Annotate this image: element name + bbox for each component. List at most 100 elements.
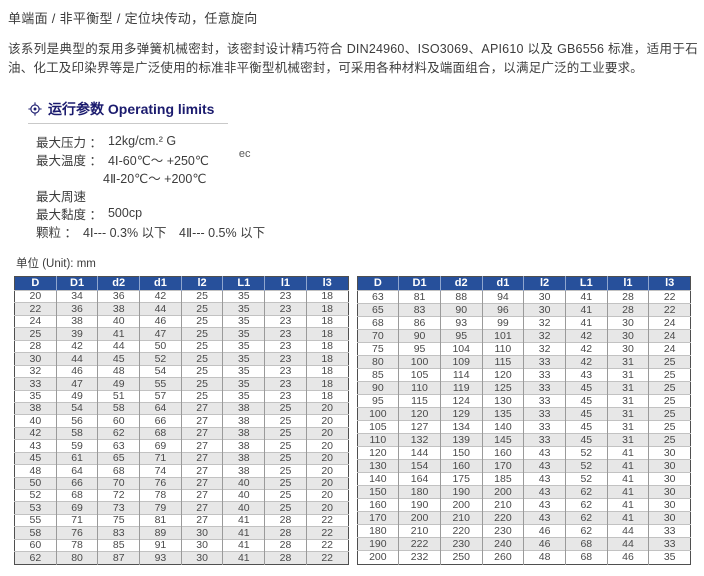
table-cell: 68	[357, 316, 399, 330]
table-cell: 31	[606, 407, 649, 421]
table-cell: 101	[481, 329, 524, 343]
table-cell: 41	[606, 459, 649, 473]
table-cell: 47	[55, 377, 98, 390]
table-cell: 25	[264, 451, 307, 465]
table-cell: 50	[139, 339, 182, 353]
table-row: 150 180 190 200 43 62 41 30	[357, 485, 691, 499]
table-cell: 230	[439, 537, 483, 551]
table-cell: 66	[139, 414, 182, 428]
table-cell: 33	[523, 355, 566, 369]
spec-max-pressure: 最大压力 ： 12kg/cm.² G	[36, 132, 697, 150]
table-cell: 41	[606, 472, 649, 486]
table-cell: 69	[139, 439, 182, 453]
table-cell: 230	[481, 524, 524, 538]
table-cell: 18	[305, 364, 348, 378]
table-cell: 44	[55, 352, 98, 366]
table-cell: 42	[14, 426, 57, 440]
table-cell: 145	[481, 433, 524, 447]
table-cell: 160	[357, 498, 399, 512]
table-cell: 38	[14, 401, 57, 415]
table-row: 25 39 41 47 25 35 23 18	[14, 327, 348, 341]
table-cell: 68	[139, 426, 182, 440]
table-cell: 25	[264, 488, 307, 502]
table-cell: 115	[481, 355, 524, 369]
table-cell: 43	[14, 439, 57, 453]
table-cell: 60	[97, 414, 140, 428]
table-cell: 28	[606, 289, 649, 304]
table-cell: 78	[139, 488, 182, 502]
table-cell: 48	[523, 550, 566, 565]
table-cell: 41	[564, 316, 608, 330]
table-cell: 18	[305, 314, 348, 328]
table-cell: 20	[305, 401, 348, 415]
table-cell: 33	[523, 407, 566, 421]
table-cell: 64	[55, 464, 98, 478]
column-header: l2	[180, 276, 223, 291]
table-cell: 62	[564, 485, 608, 499]
table-cell: 38	[55, 314, 98, 328]
table-cell: 25	[648, 368, 691, 382]
table-cell: 50	[14, 476, 57, 490]
table-cell: 95	[357, 394, 399, 408]
dimension-table-left: D D1 d2 d1 l2 L1 l1 l3 20 34 36 42 25 35 23 18 22 36 38 44 2…	[14, 276, 349, 565]
table-cell: 119	[439, 381, 483, 395]
table-cell: 104	[439, 342, 483, 356]
table-cell: 41	[606, 511, 649, 525]
table-cell: 86	[398, 316, 441, 330]
dimension-tables: D D1 d2 d1 l2 L1 l1 l3 20 34 36 42 25 35 23 18 22 36 38 44 2…	[8, 276, 697, 565]
table-cell: 62	[564, 498, 608, 512]
table-row: 40 56 60 66 27 38 25 20	[14, 414, 348, 428]
table-row: 70 90 95 101 32 42 30 24	[357, 329, 691, 343]
table-cell: 20	[305, 501, 348, 515]
table-cell: 27	[180, 513, 223, 527]
table-cell: 31	[606, 355, 649, 369]
table-cell: 18	[305, 302, 348, 316]
table-cell: 27	[180, 476, 223, 490]
scan-artifact-text: ec	[238, 148, 251, 160]
table-cell: 164	[398, 472, 441, 486]
table-cell: 90	[357, 381, 399, 395]
table-cell: 68	[564, 550, 608, 565]
table-cell: 28	[264, 526, 307, 540]
table-cell: 91	[139, 538, 182, 552]
table-cell: 41	[222, 513, 265, 527]
table-cell: 25	[180, 389, 223, 403]
table-cell: 43	[523, 485, 566, 499]
table-cell: 36	[55, 302, 98, 316]
table-cell: 115	[398, 394, 441, 408]
table-cell: 127	[398, 420, 441, 434]
spec-value: 4Ⅰ-60℃～ +250℃	[107, 153, 209, 168]
table-cell: 23	[264, 377, 307, 390]
table-cell: 40	[222, 488, 265, 502]
table-row: 43 59 63 69 27 38 25 20	[14, 439, 348, 453]
table-row: 32 46 48 54 25 35 23 18	[14, 364, 348, 378]
target-icon	[28, 102, 42, 116]
table-cell: 23	[264, 352, 307, 366]
table-cell: 54	[139, 364, 182, 378]
table-cell: 25	[648, 420, 691, 434]
table-cell: 45	[564, 407, 608, 421]
table-cell: 41	[606, 446, 649, 460]
spec-label: 颗粒 ：	[36, 225, 77, 240]
table-cell: 38	[222, 451, 265, 465]
table-row: 20 34 36 42 25 35 23 18	[14, 289, 348, 303]
table-cell: 35	[222, 377, 265, 390]
table-cell: 35	[222, 389, 265, 403]
table-cell: 22	[305, 526, 348, 540]
table-cell: 31	[606, 381, 649, 395]
table-cell: 25	[180, 289, 223, 303]
table-cell: 30	[648, 472, 691, 486]
table-cell: 49	[55, 389, 98, 403]
table-cell: 41	[606, 498, 649, 512]
table-cell: 222	[398, 537, 441, 551]
table-cell: 58	[14, 526, 57, 540]
table-row: 100 120 129 135 33 45 31 25	[357, 407, 691, 421]
table-cell: 23	[264, 289, 307, 303]
column-header: L1	[222, 276, 265, 291]
table-row: 85 105 114 120 33 43 31 25	[357, 368, 691, 382]
table-cell: 180	[398, 485, 441, 499]
table-cell: 33	[523, 381, 566, 395]
table-cell: 30	[606, 316, 649, 330]
table-cell: 79	[139, 501, 182, 515]
